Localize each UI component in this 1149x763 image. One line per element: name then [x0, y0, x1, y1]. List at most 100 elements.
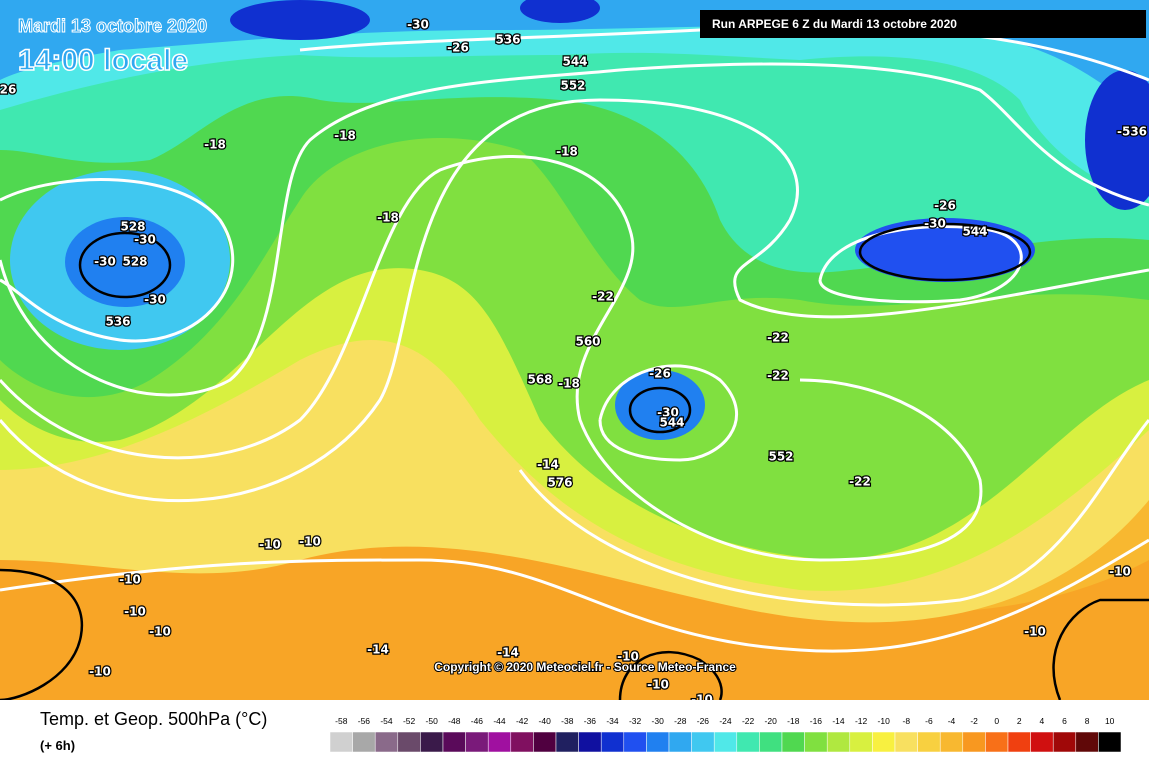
color-scale: -58 -56 -54 -52 -50 -48 -46 -44 -42 -40 -38 -36 -34-… [329, 716, 1122, 753]
map-label: 552 [768, 450, 793, 464]
map-label: -26 [934, 199, 956, 213]
contour [0, 62, 1149, 397]
isotherm [618, 650, 723, 701]
scale-label: -26 [697, 716, 710, 726]
scale-swatch [872, 731, 896, 753]
scale-swatch [962, 731, 986, 753]
map-label: 536 [105, 315, 130, 329]
map-label: -18 [204, 138, 226, 152]
scale-label: -8 [903, 716, 911, 726]
scale-label: -44 [493, 716, 506, 726]
scale-label: -54 [380, 716, 393, 726]
scale-swatch [510, 731, 534, 753]
run-box [700, 10, 1146, 38]
scale-label: 4 [1040, 716, 1045, 726]
scale-label: -42 [516, 716, 529, 726]
scale-swatch [646, 731, 670, 753]
map-label: -30 [924, 217, 946, 231]
scale-label: -16 [810, 716, 823, 726]
map-label: -10 [617, 650, 639, 664]
scale-swatch [804, 731, 828, 753]
scale-swatch [668, 731, 692, 753]
scale-swatch [578, 731, 602, 753]
scale-label: -58 [335, 716, 348, 726]
isotherm [1052, 598, 1149, 701]
scale-label: -36 [584, 716, 597, 726]
map-label: -30 [407, 18, 429, 32]
low-northeast [1085, 70, 1149, 210]
contour [0, 178, 234, 343]
low-west-core [65, 217, 185, 307]
map-label: 560 [575, 335, 600, 349]
map-label: -10 [1024, 625, 1046, 639]
contour [0, 98, 1149, 502]
scale-label: -40 [539, 716, 552, 726]
scale-label: -56 [358, 716, 371, 726]
scale-swatch [1052, 731, 1077, 753]
low-north2 [520, 0, 600, 23]
scale-swatch [420, 731, 444, 753]
scale-label: -34 [606, 716, 619, 726]
map-label: 536 [495, 33, 520, 47]
cyan2-field [0, 0, 1149, 200]
footer-title: Temp. et Geop. 500hPa (°C) [40, 709, 267, 729]
scale-swatch [352, 731, 376, 753]
isotherm [858, 222, 1032, 282]
map-label: -10 [119, 573, 141, 587]
map-label: -30 [94, 255, 116, 269]
scale-swatch [600, 731, 625, 753]
scale-label: -4 [948, 716, 956, 726]
scale-swatch [781, 731, 805, 753]
isotherm [78, 231, 172, 299]
scale-swatch [849, 731, 873, 753]
map-label: 576 [547, 476, 572, 490]
scale-label: -10 [878, 716, 891, 726]
scale-label: -6 [925, 716, 933, 726]
scale-swatch [1030, 731, 1054, 753]
contour [518, 419, 1149, 607]
map-label: 568 [527, 373, 552, 387]
map-label: -18 [377, 211, 399, 225]
low-north [230, 0, 370, 40]
scale-label: -18 [787, 716, 800, 726]
low-center [615, 370, 705, 440]
map-label: -22 [849, 475, 871, 489]
scale-label: 2 [1017, 716, 1022, 726]
map-label: -18 [334, 129, 356, 143]
scale-swatch [1075, 731, 1099, 753]
map-label: -536 [1117, 125, 1147, 139]
map-label: 528 [120, 220, 145, 234]
scale-swatch [623, 731, 647, 753]
map-label: 544 [562, 55, 587, 69]
scale-label: -50 [426, 716, 439, 726]
scale-swatch [465, 731, 489, 753]
map-label: -10 [647, 678, 669, 692]
isotherms [0, 222, 1149, 702]
scale-label: -14 [832, 716, 845, 726]
map-label: -14 [367, 643, 389, 657]
map-label: -10 [1109, 565, 1131, 579]
scale-swatch [442, 731, 466, 753]
map-label: -14 [537, 458, 559, 472]
scale-swatch [329, 731, 353, 753]
map-label: -30 [134, 233, 156, 247]
date: Mardi 13 octobre 2020 [18, 16, 207, 36]
contour [0, 155, 983, 562]
scale-label: 6 [1062, 716, 1067, 726]
scale-label: -28 [674, 716, 687, 726]
map-label: 544 [962, 225, 987, 239]
scale-swatch [374, 731, 399, 753]
scale-label: 8 [1085, 716, 1090, 726]
low-east [855, 218, 1035, 282]
map-label: -26 [649, 367, 671, 381]
map-label: -10 [299, 535, 321, 549]
scale-label: -48 [448, 716, 461, 726]
map-label: -10 [124, 605, 146, 619]
scale-label: -46 [471, 716, 484, 726]
scale-label: -38 [561, 716, 574, 726]
scale-label: -24 [719, 716, 732, 726]
map-label: -10 [259, 538, 281, 552]
scale-swatch [894, 731, 918, 753]
scale-swatch [555, 731, 579, 753]
